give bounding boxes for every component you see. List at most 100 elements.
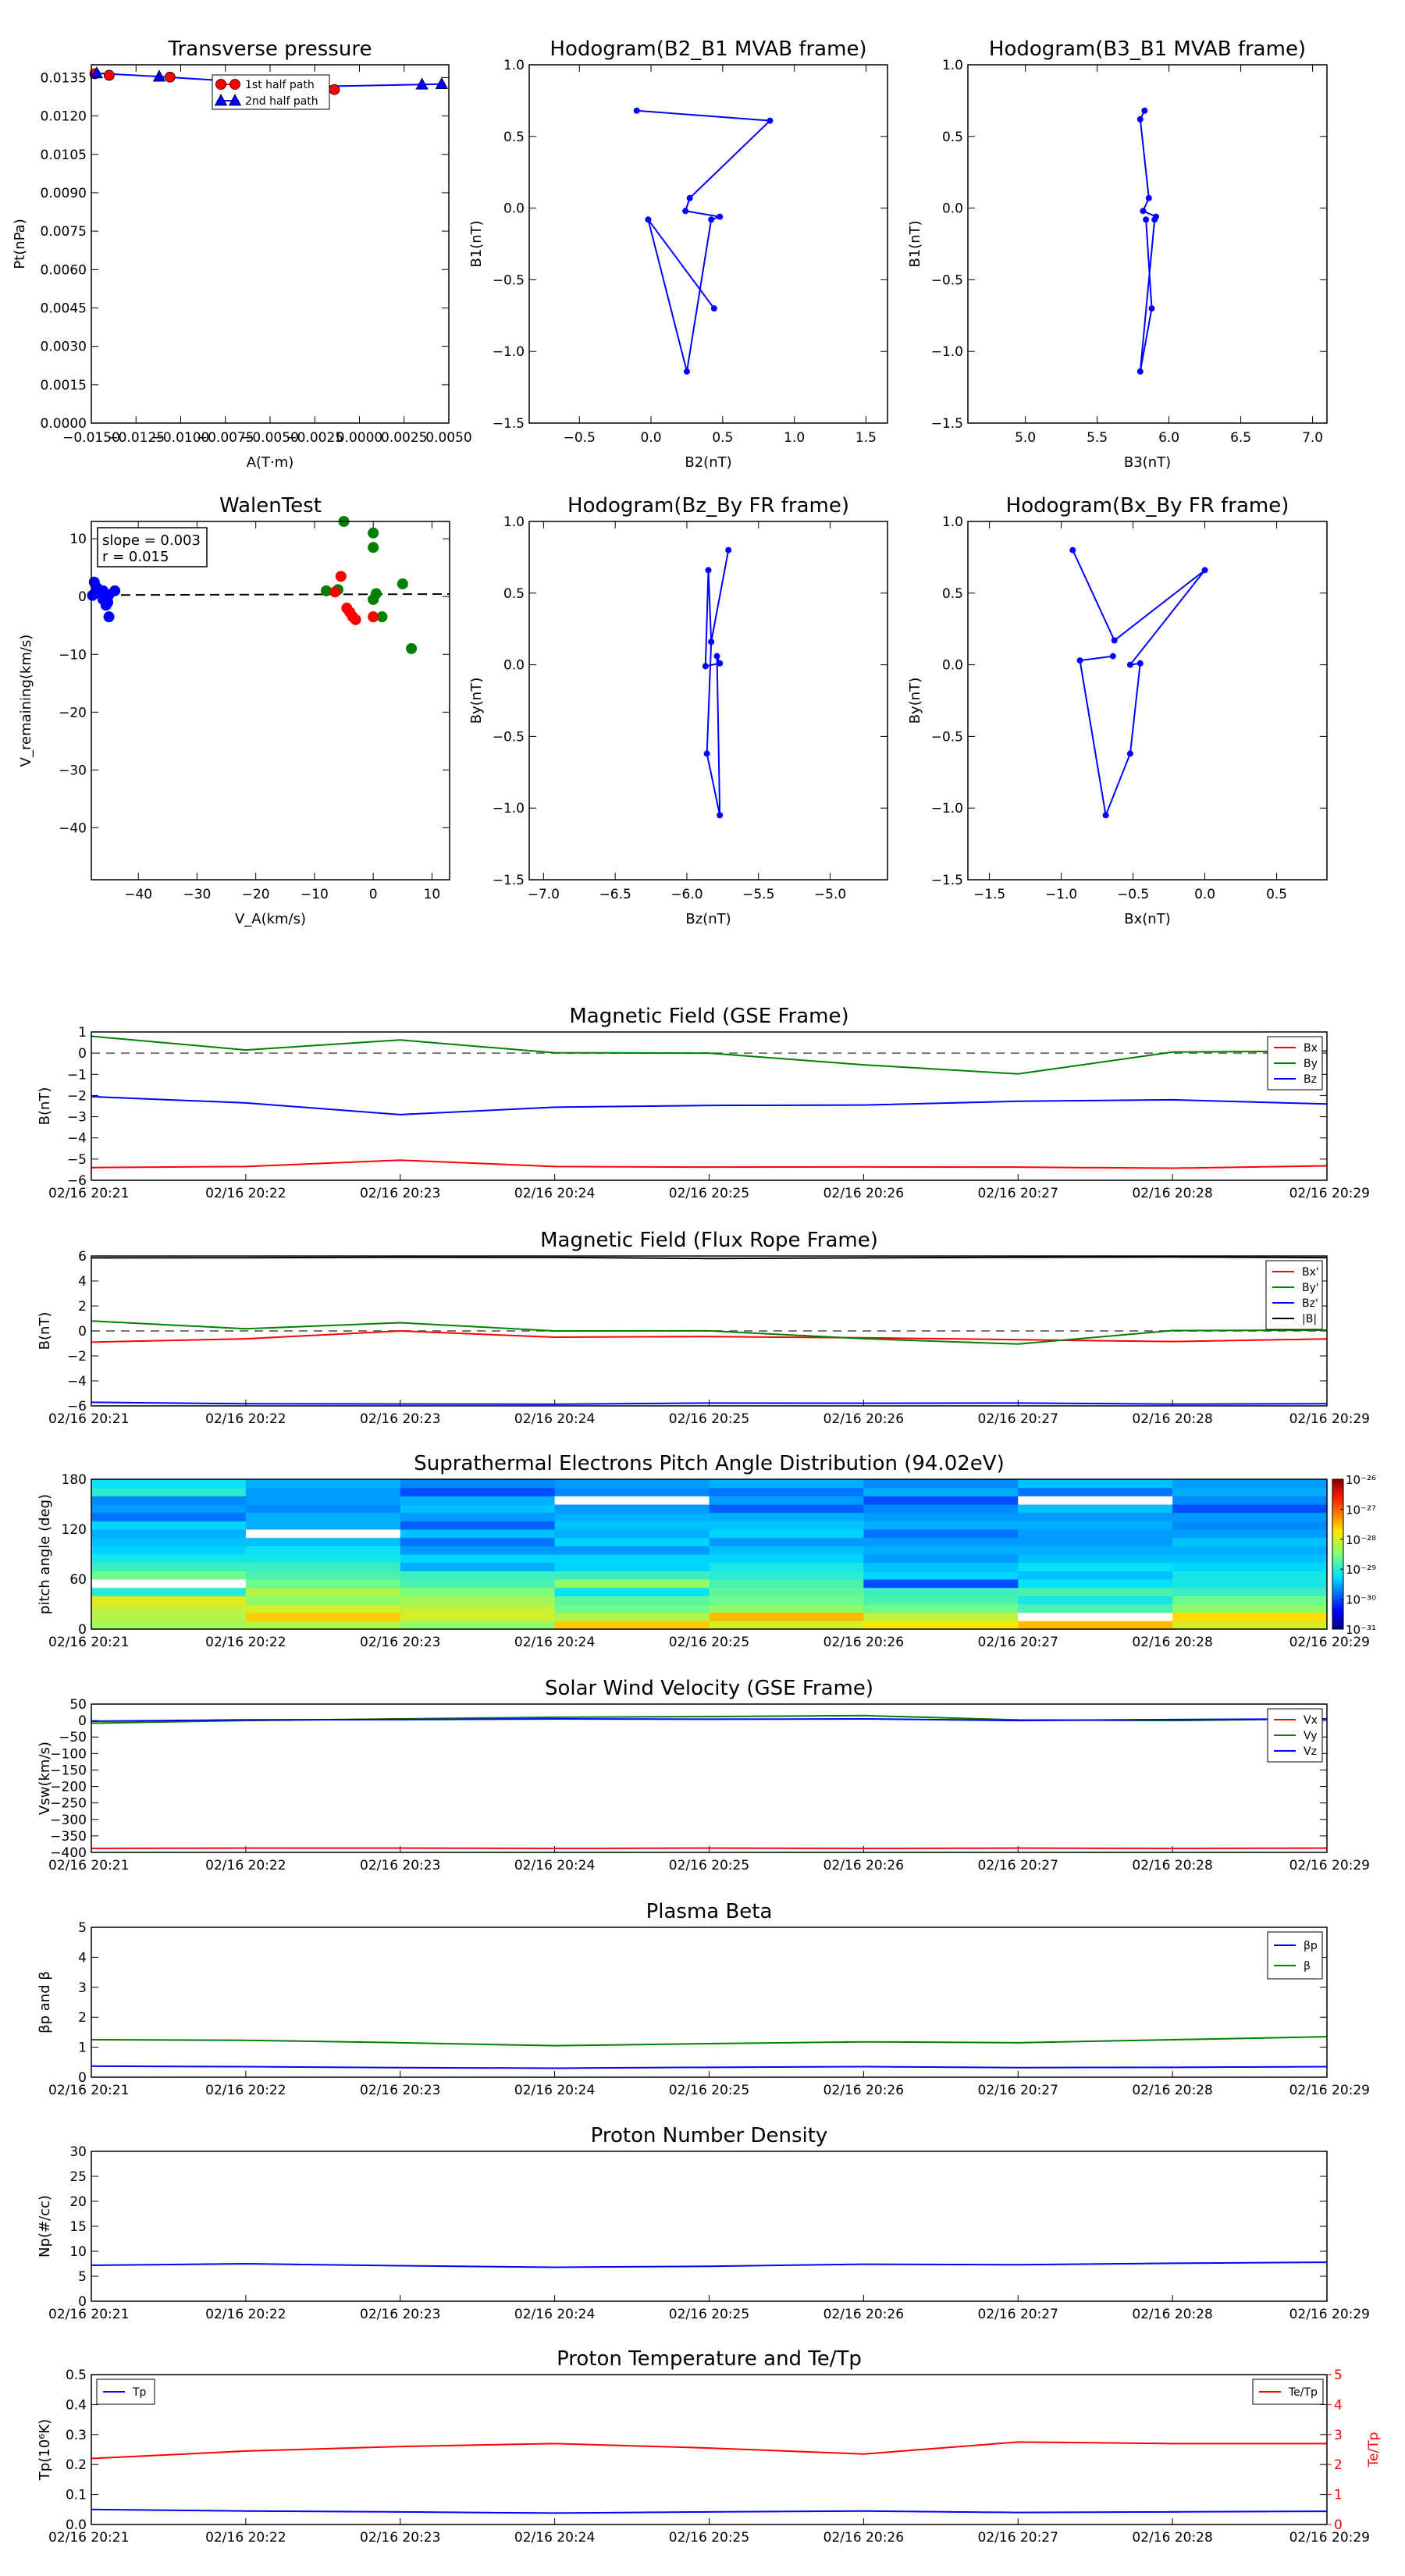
y-tick-label: 0.5 [942, 130, 963, 145]
y-tick-label: −0.5 [931, 272, 963, 288]
x-tick-label: 6.0 [1158, 430, 1179, 446]
heatmap-cell [245, 1571, 401, 1580]
heatmap-cell [91, 1621, 247, 1630]
y-axis-label: B1(nT) [907, 220, 923, 267]
heatmap-cell [863, 1529, 1019, 1539]
y-tick-label: 2 [78, 2010, 87, 2026]
chart-title: Solar Wind Velocity (GSE Frame) [545, 1677, 873, 1700]
heatmap-cell [400, 1512, 556, 1521]
y-tick-label: −6 [67, 1399, 87, 1414]
plot-area [91, 65, 449, 423]
y-tick-label: 0.1 [66, 2488, 87, 2503]
heatmap-cell [554, 1604, 710, 1614]
y-tick-label: 0 [78, 589, 87, 605]
y-tick-label: 25 [69, 2169, 87, 2185]
x-axis-label: V_A(km/s) [235, 911, 306, 927]
y-tick-label: 0.0015 [41, 378, 87, 393]
time-tick-label: 02/16 20:27 [978, 2307, 1058, 2322]
time-tick-label: 02/16 20:28 [1132, 1411, 1212, 1427]
heatmap-cell [554, 1587, 710, 1596]
y-tick-label: 0.0105 [41, 148, 87, 163]
time-tick-label: 02/16 20:29 [1289, 1635, 1370, 1650]
y-axis-label: By(nT) [907, 678, 923, 724]
x-tick-label: 0.0025 [381, 430, 427, 446]
y-tick-label: 4 [78, 1950, 87, 1966]
time-tick-label: 02/16 20:27 [978, 2530, 1058, 2546]
y-axis: 0.0000 0.0015 0.0030 0.0045 0.0060 0.0075 0.00… [41, 70, 449, 432]
heatmap-cell [554, 1521, 710, 1530]
x-axis-label: Bx(nT) [1124, 911, 1170, 927]
legend: βp β [1267, 1931, 1323, 1980]
y-axis: −1.5 −1.0 −0.5 0.0 0.5 1.0 [493, 514, 887, 888]
time-tick-label: 02/16 20:24 [514, 2307, 595, 2322]
x-tick-label: 6.5 [1230, 430, 1251, 446]
legend: Bx' By' Bz' |B| [1265, 1260, 1323, 1330]
time-tick-label: 02/16 20:21 [48, 1411, 129, 1427]
time-tick-label: 02/16 20:27 [978, 1411, 1058, 1427]
heatmap-cell [245, 1554, 401, 1564]
y-tick-label: 10 [69, 532, 87, 547]
time-tick-label: 02/16 20:23 [360, 2307, 440, 2322]
heatmap-cell [1018, 1587, 1173, 1596]
y-tick-label: 15 [69, 2219, 87, 2235]
time-tick-label: 02/16 20:25 [669, 1635, 749, 1650]
chart-title: Proton Temperature and Te/Tp [557, 2347, 862, 2371]
heatmap-cell [863, 1521, 1019, 1530]
heatmap-cell [1018, 1604, 1173, 1614]
heatmap-cell [863, 1512, 1019, 1521]
heatmap-cell [400, 1587, 556, 1596]
y-tick-label: −350 [50, 1829, 87, 1845]
heatmap-cell [400, 1562, 556, 1571]
time-tick-label: 02/16 20:22 [205, 1186, 286, 1201]
time-tick-label: 02/16 20:26 [823, 1411, 904, 1427]
heatmap-cell [1018, 1596, 1173, 1605]
time-tick-label: 02/16 20:28 [1132, 2307, 1212, 2322]
time-tick-label: 02/16 20:21 [48, 1858, 129, 1873]
chart-title: Plasma Beta [646, 1900, 773, 1923]
time-tick-label: 02/16 20:21 [48, 2307, 129, 2322]
time-tick-label: 02/16 20:28 [1132, 1858, 1212, 1873]
heatmap-cell [91, 1537, 247, 1546]
y-axis: −1.5 −1.0 −0.5 0.0 0.5 1.0 [493, 58, 887, 432]
legend: Vx Vy Vz [1267, 1708, 1323, 1763]
data-point [109, 585, 121, 596]
y-axis-label: pitch angle (deg) [37, 1494, 53, 1614]
heatmap-cell [400, 1604, 556, 1614]
heatmap-cell [245, 1546, 401, 1555]
legend-label: Bz [1304, 1073, 1317, 1086]
y-tick-label: −1.5 [493, 416, 525, 432]
y-tick-label: 1.0 [942, 514, 963, 530]
data-point [415, 77, 429, 90]
x-axis: −0.5 0.0 0.5 1.0 1.5 [564, 65, 877, 446]
x-tick-label: 0.5 [1266, 887, 1287, 902]
heatmap-cell [245, 1504, 401, 1514]
data-point [368, 527, 379, 539]
y-tick-label: −50 [59, 1730, 87, 1745]
data-point [1102, 812, 1109, 819]
y-tick-label: −0.5 [493, 272, 525, 288]
y-tick-label: −300 [50, 1813, 87, 1828]
x-tick-label: −0.0050 [241, 430, 299, 446]
x-tick-label: −1.5 [973, 887, 1005, 902]
colorbar-label: 10⁻²⁶ [1346, 1473, 1376, 1487]
heatmap-cell [400, 1596, 556, 1605]
legend: Tp [96, 2379, 155, 2405]
time-tick-label: 02/16 20:25 [669, 1858, 749, 1873]
heatmap-cell [91, 1546, 247, 1555]
time-tick-label: 02/16 20:23 [360, 1858, 440, 1873]
series-line-By [91, 1035, 1328, 1075]
heatmap-cell [554, 1571, 710, 1580]
heatmap-cell [245, 1521, 401, 1530]
y-tick-label: −1.0 [493, 801, 525, 817]
heatmap-cell [709, 1562, 864, 1571]
data-point [87, 589, 98, 601]
heatmap-cell [1172, 1496, 1328, 1505]
fit-line [91, 592, 450, 596]
time-axis: 02/16 20:21 02/16 20:22 02/16 20:23 02/16 2… [48, 2071, 1370, 2098]
heatmap-cell [245, 1604, 401, 1614]
heatmap-cell [709, 1529, 864, 1539]
heatmap-cell [1172, 1479, 1328, 1489]
heatmap-cell [863, 1504, 1019, 1514]
x-tick-label: 1.5 [855, 430, 877, 446]
y-tick-label: −2 [67, 1088, 87, 1104]
